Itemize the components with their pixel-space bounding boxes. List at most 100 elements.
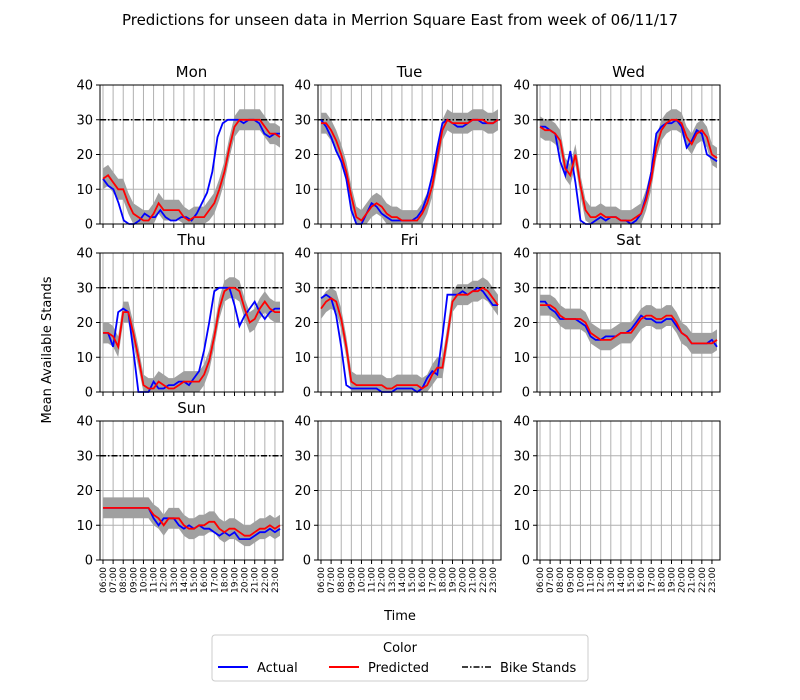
- x-tick-label: 19:00: [449, 567, 459, 593]
- x-tick-label: 21:00: [251, 567, 261, 593]
- y-tick-label: 0: [303, 386, 311, 401]
- x-tick-label: 14:00: [398, 567, 408, 593]
- prediction-band: [103, 497, 280, 547]
- subplot-title: Mon: [176, 63, 208, 81]
- x-tick-label: 06:00: [536, 567, 546, 593]
- y-tick-label: 0: [522, 386, 530, 401]
- predicted-series-line: [320, 286, 499, 390]
- subplot-title: Sat: [616, 231, 641, 249]
- x-tick-label: 17:00: [210, 567, 220, 593]
- x-tick-label: 11:00: [587, 567, 597, 593]
- y-tick-label: 30: [76, 449, 93, 464]
- x-tick-label: 17:00: [647, 567, 657, 593]
- prediction-band: [103, 277, 280, 392]
- x-tick-label: 15:00: [190, 567, 200, 593]
- x-tick-label: 08:00: [556, 567, 566, 593]
- y-tick-label: 20: [513, 316, 530, 331]
- predicted-series-line: [103, 286, 280, 390]
- y-tick-label: 10: [294, 351, 311, 366]
- x-tick-label: 20:00: [459, 567, 469, 593]
- predicted-series-line: [321, 118, 499, 222]
- legend-frame: [211, 634, 589, 682]
- y-tick-label: 20: [294, 148, 311, 163]
- y-tick-label: 0: [85, 218, 93, 233]
- y-tick-label: 10: [76, 351, 93, 366]
- x-tick-label: 10:00: [577, 567, 587, 593]
- x-tick-label: 12:00: [378, 567, 388, 593]
- x-tick-label: 06:00: [317, 567, 327, 593]
- y-tick-label: 0: [85, 554, 93, 569]
- legend-title: Color: [383, 641, 418, 656]
- x-tick-label: 11:00: [368, 567, 378, 593]
- y-tick-label: 10: [513, 183, 530, 198]
- x-tick-label: 07:00: [327, 567, 337, 593]
- subplot-5: Sat 0 10 20 30 40: [513, 231, 721, 401]
- predicted-series-line: [102, 118, 281, 222]
- x-tick-label: 22:00: [479, 567, 489, 593]
- x-tick-label: 23:00: [708, 567, 718, 593]
- x-tick-label: 07:00: [109, 567, 119, 593]
- x-tick-label: 19:00: [668, 567, 678, 593]
- y-tick-label: 40: [294, 79, 311, 94]
- y-tick-label: 0: [522, 218, 530, 233]
- legend-bike-stands-label: Bike Stands: [500, 661, 577, 676]
- chart-title: Predictions for unseen data in Merrion S…: [122, 11, 678, 29]
- subplot-1: Tue 0 10 20 30 40: [294, 63, 502, 233]
- y-tick-label: 40: [294, 415, 311, 430]
- subplot-title: Fri: [401, 231, 419, 249]
- y-tick-label: 0: [303, 218, 311, 233]
- legend-actual-label: Actual: [257, 661, 298, 676]
- y-tick-label: 10: [76, 519, 93, 534]
- subplot-grid: Mon 0 10 20 30 40 Tue 0 10 20 30 40 Wed 0 10 20 30 40 Thu 0…: [76, 63, 721, 593]
- subplot-title: Thu: [176, 231, 205, 249]
- predicted-series-line: [103, 506, 281, 537]
- y-tick-label: 0: [85, 386, 93, 401]
- x-tick-label: 13:00: [388, 567, 398, 593]
- legend-predicted-label: Predicted: [368, 661, 429, 676]
- x-tick-label: 18:00: [220, 567, 230, 593]
- x-tick-label: 15:00: [408, 567, 418, 593]
- x-tick-label: 14:00: [180, 567, 190, 593]
- y-tick-label: 20: [294, 316, 311, 331]
- x-tick-label: 12:00: [160, 567, 170, 593]
- y-tick-label: 40: [513, 79, 530, 94]
- y-tick-label: 40: [513, 415, 530, 430]
- x-tick-label: 22:00: [698, 567, 708, 593]
- y-tick-label: 10: [76, 183, 93, 198]
- x-tick-label: 19:00: [231, 567, 241, 593]
- y-tick-label: 20: [76, 484, 93, 499]
- y-tick-label: 30: [76, 113, 93, 128]
- x-tick-label: 07:00: [546, 567, 556, 593]
- y-tick-label: 40: [294, 247, 311, 262]
- actual-series-line: [540, 118, 718, 226]
- x-tick-label: 13:00: [170, 567, 180, 593]
- subplot-title: Tue: [396, 63, 423, 81]
- subplot-4: Fri 0 10 20 30 40: [294, 231, 502, 401]
- y-tick-label: 10: [294, 183, 311, 198]
- x-tick-label: 16:00: [200, 567, 210, 593]
- y-tick-label: 30: [76, 281, 93, 296]
- x-tick-label: 18:00: [438, 567, 448, 593]
- x-tick-label: 11:00: [150, 567, 160, 593]
- y-tick-label: 30: [513, 281, 530, 296]
- prediction-band: [321, 277, 498, 392]
- subplot-6: Sun 0 10 20 30 40 06:00 07:00 08:00 09:00 10:00 11:…: [76, 399, 284, 593]
- x-tick-label: 10:00: [140, 567, 150, 593]
- x-tick-label: 12:00: [597, 567, 607, 593]
- y-tick-label: 40: [513, 247, 530, 262]
- y-axis-label: Mean Available Stands: [40, 276, 55, 423]
- subplot-title: Sun: [177, 399, 206, 417]
- x-axis-label: Time: [383, 609, 416, 624]
- y-tick-label: 0: [522, 554, 530, 569]
- subplot-3: Thu 0 10 20 30 40: [76, 231, 284, 401]
- y-tick-label: 30: [294, 281, 311, 296]
- x-tick-label: 23:00: [271, 567, 281, 593]
- prediction-band: [103, 109, 280, 224]
- x-tick-label: 09:00: [129, 567, 139, 593]
- y-tick-label: 0: [303, 554, 311, 569]
- y-tick-label: 20: [513, 484, 530, 499]
- y-tick-label: 10: [513, 519, 530, 534]
- legend: Color Actual Predicted Bike Stands: [211, 634, 589, 682]
